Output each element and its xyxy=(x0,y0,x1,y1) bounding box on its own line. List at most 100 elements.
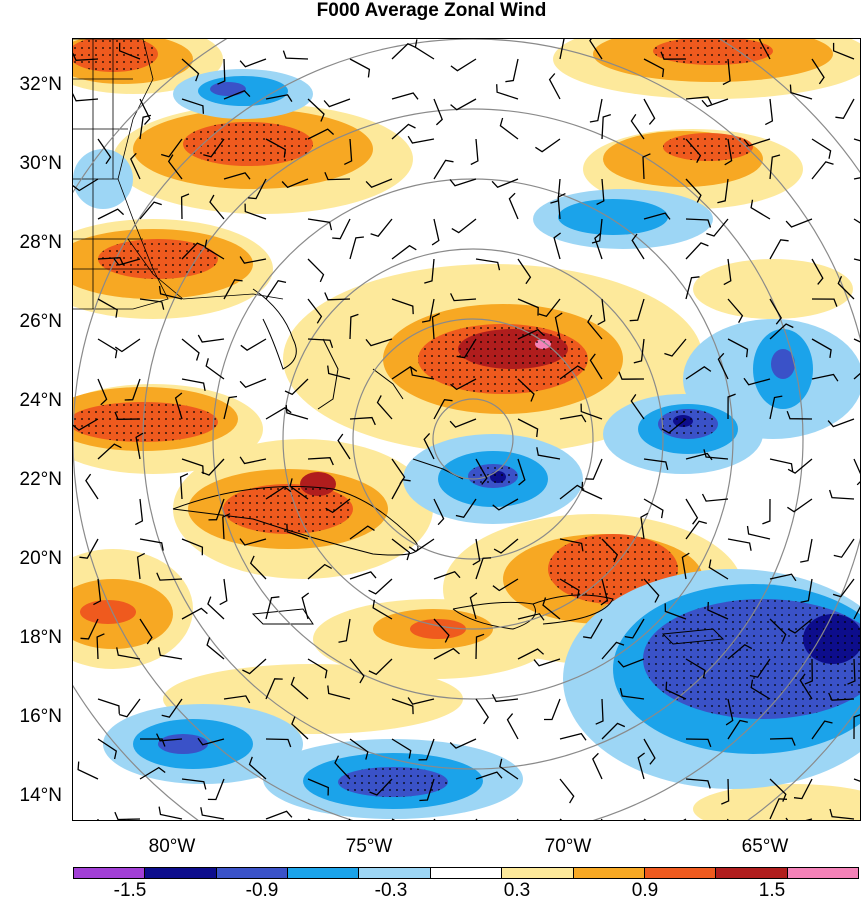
wind-barb xyxy=(559,365,585,380)
wind-barb xyxy=(660,51,687,60)
wind-barb xyxy=(833,538,855,558)
wind-barb xyxy=(769,618,787,643)
wind-barb xyxy=(847,658,856,685)
wind-barb xyxy=(853,177,860,180)
lat-label-20: 20°N xyxy=(19,548,62,569)
wind-barb xyxy=(727,719,748,740)
wind-barb xyxy=(685,498,699,525)
colorbar-label: -0.9 xyxy=(245,880,279,901)
colorbar-swatch xyxy=(787,868,858,878)
wind-barb xyxy=(281,178,309,189)
wind-barb xyxy=(140,738,166,747)
colorbar-swatch xyxy=(145,868,217,878)
wind-barb xyxy=(508,192,519,220)
wind-barb xyxy=(349,525,375,540)
wind-barb xyxy=(349,571,377,580)
lat-label-26: 26°N xyxy=(19,311,62,332)
lat-label-16: 16°N xyxy=(19,706,62,727)
wind-barb xyxy=(181,338,200,361)
wind-barb xyxy=(589,353,603,380)
wind-barb xyxy=(433,399,453,420)
wind-barb xyxy=(630,394,645,420)
colorbar-label: -1.5 xyxy=(113,880,147,901)
wind-barb xyxy=(717,352,729,380)
colorbar-swatch xyxy=(502,868,574,878)
wind-barb xyxy=(450,378,477,391)
wind-barb xyxy=(93,578,102,606)
wind-barb xyxy=(629,298,645,322)
wind-barb xyxy=(758,39,771,60)
wind-barb xyxy=(769,395,783,420)
wind-barb xyxy=(811,373,839,382)
wind-barb xyxy=(517,458,526,486)
wind-barb xyxy=(600,818,603,820)
wind-barb xyxy=(139,538,164,551)
wind-barb xyxy=(391,738,412,759)
wind-barb xyxy=(451,218,477,234)
wind-barb xyxy=(787,458,813,474)
wind-barb xyxy=(349,658,365,684)
wind-barb xyxy=(554,312,563,340)
wind-barb xyxy=(348,818,351,820)
wind-barb xyxy=(307,778,329,796)
lon-label-75w: 75°W xyxy=(345,836,393,857)
wind-barb xyxy=(73,52,99,61)
wind-barb xyxy=(324,171,351,181)
wind-barb xyxy=(727,393,736,420)
wind-barb xyxy=(581,481,603,500)
wind-barb xyxy=(73,93,99,102)
wind-barb xyxy=(559,778,575,804)
wind-barb xyxy=(475,771,503,780)
wind-barb xyxy=(665,681,687,700)
wind-barb xyxy=(334,755,351,780)
wind-barb xyxy=(368,658,393,676)
wind-barb xyxy=(506,713,519,740)
wind-barb xyxy=(811,720,833,740)
wind-barb xyxy=(600,578,609,606)
wind-barb xyxy=(786,410,813,420)
map-panel xyxy=(72,38,861,821)
wind-barb xyxy=(750,199,771,220)
wind-barb xyxy=(789,84,813,100)
lat-label-32: 32°N xyxy=(19,74,62,95)
wind-barb xyxy=(727,538,752,551)
wind-barb xyxy=(156,572,183,581)
wind-barb xyxy=(762,498,771,525)
wind-barb xyxy=(139,114,152,140)
wind-barb xyxy=(161,138,183,158)
wind-barb xyxy=(787,498,813,513)
wind-barb xyxy=(158,806,183,820)
wind-barb xyxy=(475,818,478,820)
wind-barb xyxy=(580,403,603,420)
wind-barb xyxy=(349,58,371,78)
colorbar-swatch xyxy=(430,868,503,878)
wind-barb xyxy=(799,673,813,700)
wind-barb xyxy=(158,647,183,660)
wind-barb xyxy=(601,722,626,740)
wind-barb xyxy=(685,218,712,228)
colorbar-swatch xyxy=(359,868,431,878)
wind-barb xyxy=(583,618,603,639)
wind-barb xyxy=(421,298,435,323)
wind-barb xyxy=(724,138,733,166)
wind-barb xyxy=(433,498,445,526)
wind-barb xyxy=(180,193,190,220)
wind-barb xyxy=(469,592,478,620)
wind-barb xyxy=(706,218,729,237)
wind-barb xyxy=(517,418,539,438)
wind-barb xyxy=(365,338,393,347)
wind-barb xyxy=(433,647,460,660)
wind-barb xyxy=(289,478,309,500)
wind-barb xyxy=(769,458,794,472)
wind-barb xyxy=(723,258,732,286)
wind-barb xyxy=(601,113,611,140)
wind-barb xyxy=(769,573,797,582)
wind-barbs xyxy=(73,39,860,820)
wind-barb xyxy=(589,98,603,123)
wind-barb xyxy=(338,618,351,643)
lat-label-30: 30°N xyxy=(19,153,62,174)
wind-barb xyxy=(685,738,712,748)
wind-barb xyxy=(800,578,813,603)
wind-barb xyxy=(624,618,645,639)
wind-barb xyxy=(617,658,645,668)
